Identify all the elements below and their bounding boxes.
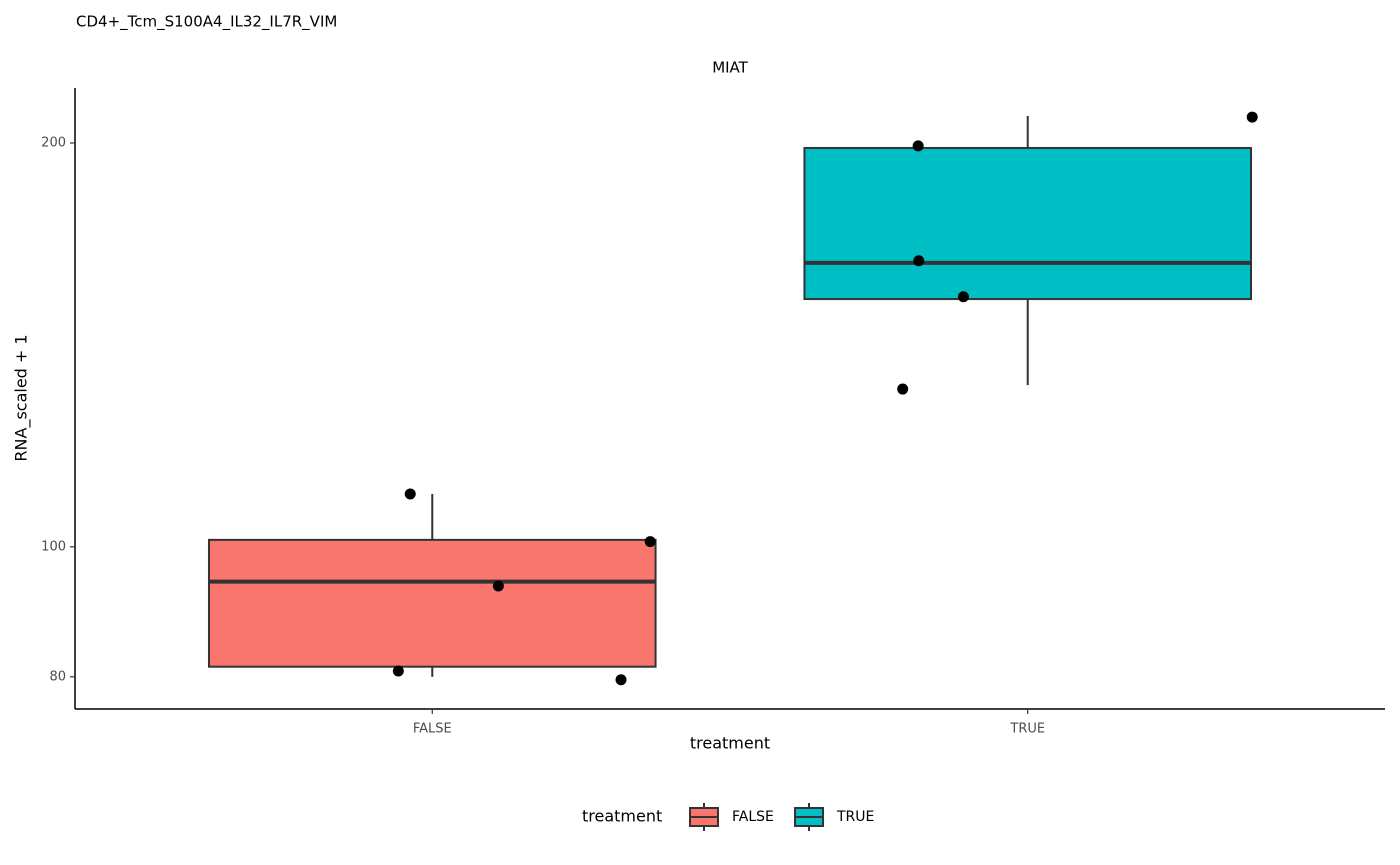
y-tick-label: 80: [49, 669, 66, 684]
facet-label: MIAT: [712, 59, 748, 77]
chart-title: CD4+_Tcm_S100A4_IL32_IL7R_VIM: [76, 13, 337, 32]
point: [492, 580, 504, 592]
y-tick-label: 100: [41, 539, 66, 554]
point: [957, 291, 969, 303]
box: [207, 538, 657, 668]
box: [803, 146, 1253, 301]
legend-label: FALSE: [732, 809, 774, 825]
y-tick-label: 200: [41, 135, 66, 150]
x-tick-label: TRUE: [1009, 722, 1045, 737]
legend-title: treatment: [582, 807, 662, 826]
y-axis-label: RNA_scaled + 1: [12, 334, 32, 461]
point: [615, 674, 627, 686]
point: [392, 665, 404, 677]
point: [404, 488, 416, 500]
x-axis-label: treatment: [690, 734, 770, 753]
x-tick-label: FALSE: [413, 722, 452, 737]
point: [913, 255, 925, 267]
point: [1246, 111, 1258, 123]
legend-label: TRUE: [836, 809, 874, 825]
point: [644, 536, 656, 548]
point: [912, 140, 924, 152]
point: [897, 383, 909, 395]
